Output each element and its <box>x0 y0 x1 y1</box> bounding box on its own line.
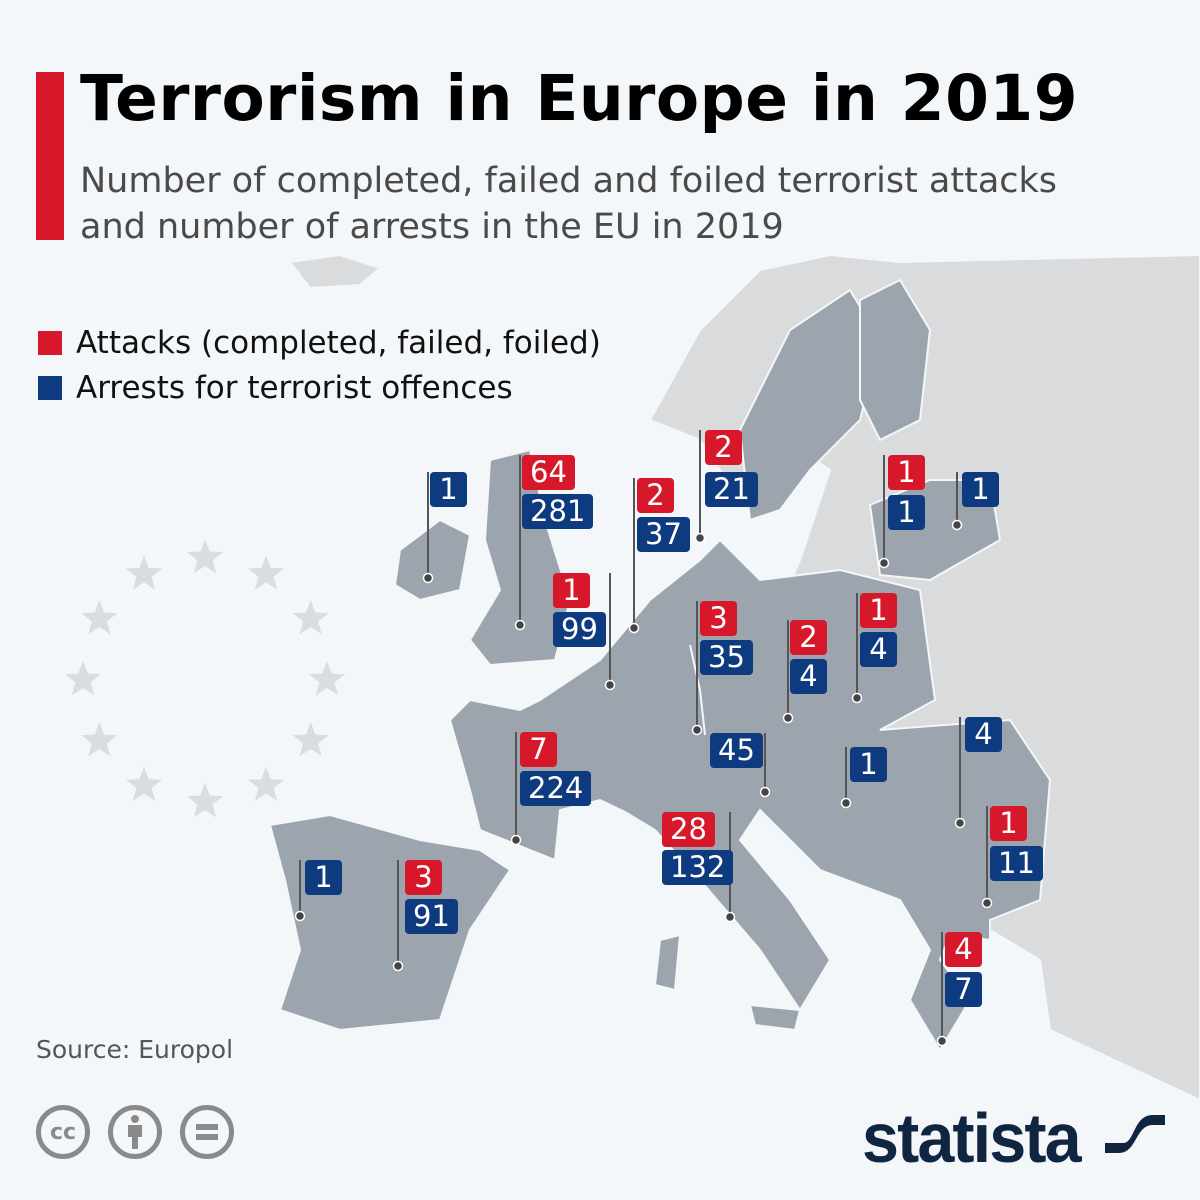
arrests-badge: 132 <box>662 850 734 885</box>
star-icon <box>81 600 118 635</box>
star-icon <box>125 555 163 590</box>
eu-stars <box>64 539 346 818</box>
arrests-badge: 35 <box>700 640 753 675</box>
legend-label: Attacks (completed, failed, foiled) <box>76 324 601 361</box>
attacks-badge: 4 <box>945 932 982 967</box>
attacks-badge: 1 <box>990 806 1027 841</box>
attacks-badge: 3 <box>405 860 442 895</box>
arrests-badge: 1 <box>888 495 925 530</box>
star-icon <box>308 661 346 696</box>
legend-swatch-red <box>38 330 62 355</box>
star-icon <box>292 722 329 757</box>
marker-pin <box>851 692 863 704</box>
marker-pin <box>840 797 852 809</box>
arrests-badge: 224 <box>520 771 592 806</box>
arrests-badge: 11 <box>990 846 1043 881</box>
arrests-badge: 7 <box>945 972 982 1007</box>
marker-pin <box>724 911 736 923</box>
star-icon <box>186 539 224 574</box>
title-accent-bar <box>36 72 64 240</box>
marker-pin <box>694 532 706 544</box>
marker-pin <box>951 519 963 531</box>
legend-item-arrests: Arrests for terrorist offences <box>38 365 601 410</box>
arrests-badge: 4 <box>860 632 897 667</box>
marker-pin <box>604 679 616 691</box>
page-title: Terrorism in Europe in 2019 <box>80 62 1079 135</box>
arrests-badge: 4 <box>790 659 827 694</box>
marker-pin <box>759 786 771 798</box>
attacks-badge: 2 <box>705 430 742 465</box>
source-note: Source: Europol <box>36 1035 234 1064</box>
arrests-badge: 37 <box>637 517 690 552</box>
star-icon <box>247 555 285 590</box>
arrests-badge: 1 <box>962 472 999 507</box>
arrests-badge: 45 <box>710 733 763 768</box>
attacks-badge: 1 <box>553 573 590 608</box>
no-derivatives-icon[interactable] <box>180 1105 234 1159</box>
statista-logo-icon <box>1105 1105 1165 1165</box>
star-icon <box>64 661 102 696</box>
arrests-badge: 1 <box>850 747 887 782</box>
marker-pin <box>294 910 306 922</box>
legend-label: Arrests for terrorist offences <box>76 369 513 406</box>
attacks-badge: 1 <box>888 455 925 490</box>
legend-item-attacks: Attacks (completed, failed, foiled) <box>38 320 601 365</box>
attacks-badge: 1 <box>860 593 897 628</box>
arrests-badge: 21 <box>705 472 758 507</box>
arrests-badge: 1 <box>305 860 342 895</box>
star-icon <box>81 722 118 757</box>
attacks-badge: 28 <box>662 812 715 847</box>
marker-pin <box>510 834 522 846</box>
arrests-badge: 281 <box>522 494 594 529</box>
legend-swatch-blue <box>38 375 62 400</box>
marker-pin <box>514 619 526 631</box>
attacks-badge: 2 <box>637 478 674 513</box>
star-icon <box>186 783 224 818</box>
marker-pin <box>392 960 404 972</box>
star-icon <box>125 766 163 801</box>
marker-pin <box>936 1035 948 1047</box>
attacks-badge: 7 <box>520 732 557 767</box>
statista-logo: statista <box>862 1099 1082 1177</box>
marker-pin <box>422 572 434 584</box>
arrests-badge: 1 <box>430 472 467 507</box>
star-icon <box>247 766 285 801</box>
arrests-badge: 91 <box>405 899 458 934</box>
marker-pin <box>691 724 703 736</box>
marker-pin <box>878 557 890 569</box>
attacks-badge: 64 <box>522 455 575 490</box>
page-subtitle: Number of completed, failed and foiled t… <box>80 161 1058 247</box>
arrests-badge: 4 <box>965 717 1002 752</box>
attacks-badge: 3 <box>700 601 737 636</box>
attribution-icon[interactable] <box>108 1105 162 1159</box>
cc-icon[interactable]: cc <box>36 1105 90 1159</box>
marker-pin <box>981 897 993 909</box>
marker-pin <box>782 712 794 724</box>
attacks-badge: 2 <box>790 620 827 655</box>
star-icon <box>292 600 329 635</box>
marker-pin <box>954 817 966 829</box>
arrests-badge: 99 <box>553 612 606 647</box>
marker-pin <box>628 622 640 634</box>
legend: Attacks (completed, failed, foiled) Arre… <box>38 320 601 410</box>
